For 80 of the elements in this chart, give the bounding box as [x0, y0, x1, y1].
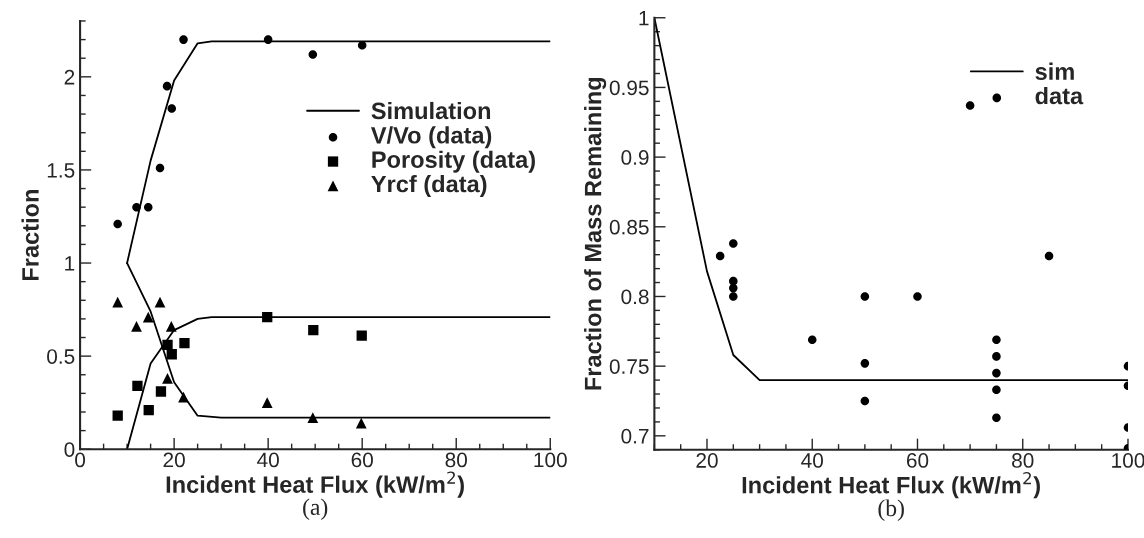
- y-tick-label: 1.5: [47, 163, 75, 178]
- x-tick-label: 80: [445, 452, 467, 468]
- point: [143, 202, 153, 212]
- y-axis-title: Fraction of Mass Remaining: [584, 77, 607, 390]
- point: [155, 163, 165, 173]
- x-axis-title: Incident Heat Flux (kW/m$^{2}$): [742, 471, 1040, 499]
- point: [112, 296, 124, 308]
- y-tick-label: 0.5: [47, 349, 75, 364]
- point: [261, 397, 273, 409]
- y-tick-label: 0.85: [609, 219, 649, 235]
- y-tick-label: 0.75: [609, 359, 649, 374]
- point: [154, 296, 166, 308]
- point: [992, 335, 1001, 344]
- point: [308, 50, 318, 59]
- point: [992, 352, 1001, 361]
- point: [729, 292, 738, 301]
- legend-label: data: [1035, 86, 1084, 105]
- point: [179, 35, 188, 44]
- legend-label: Yrcf (data): [371, 175, 487, 198]
- point: [162, 339, 173, 351]
- point: [992, 413, 1001, 422]
- legend-label: sim: [1035, 62, 1074, 80]
- x-tick-label: 40: [257, 452, 279, 468]
- point: [729, 283, 738, 293]
- point: [162, 81, 172, 91]
- point: [308, 324, 319, 336]
- y-tick-label: 0.7: [621, 428, 649, 444]
- y-tick-label: 1: [639, 10, 649, 26]
- text: (a): [303, 498, 328, 520]
- point: [355, 417, 367, 429]
- y-tick-label: 0.8: [621, 289, 649, 305]
- legend-label: V/Vo (data): [370, 126, 492, 149]
- point: [729, 276, 738, 286]
- point: [992, 368, 1001, 378]
- point: [166, 349, 177, 360]
- point: [860, 359, 870, 368]
- point: [860, 396, 870, 406]
- point: [132, 380, 143, 392]
- point: [179, 337, 190, 349]
- point: [860, 292, 870, 301]
- point: [715, 251, 725, 261]
- point: [729, 239, 738, 248]
- x-tick-label: 20: [696, 453, 718, 468]
- point: [262, 311, 273, 323]
- y-tick-label: 0: [64, 442, 75, 457]
- y-tick-label: 2: [64, 69, 75, 85]
- x-tick-label: 100: [534, 452, 567, 468]
- point: [113, 219, 122, 229]
- x-tick-label: 0: [75, 452, 86, 468]
- point: [112, 410, 123, 421]
- y-tick-label: 1: [65, 256, 75, 271]
- point: [1044, 251, 1054, 261]
- x-axis-title: Incident Heat Flux (kW/m$^{2}$): [166, 471, 464, 498]
- point: [356, 330, 367, 341]
- legend-label: Simulation: [371, 101, 491, 120]
- y-axis-title: Fraction: [21, 189, 39, 281]
- point: [132, 202, 141, 212]
- point: [162, 373, 173, 384]
- point: [913, 292, 922, 301]
- legend-label: Porosity (data): [372, 150, 535, 173]
- text: (b): [878, 499, 904, 521]
- x-tick-label: 80: [1012, 453, 1034, 468]
- point: [131, 320, 142, 332]
- x-tick-label: 100: [1112, 453, 1144, 468]
- y-tick-label: 0.9: [621, 150, 649, 165]
- point: [807, 335, 817, 344]
- point: [143, 404, 154, 416]
- point: [965, 101, 975, 110]
- point: [167, 104, 177, 113]
- y-tick-label: 0.95: [609, 80, 649, 96]
- x-tick-label: 40: [801, 453, 824, 468]
- x-tick-label: 60: [351, 452, 373, 468]
- point: [165, 320, 177, 332]
- x-tick-label: 60: [906, 453, 929, 468]
- point: [155, 386, 167, 397]
- point: [263, 35, 273, 44]
- x-tick-label: 20: [163, 452, 185, 468]
- point: [307, 412, 319, 423]
- point: [992, 385, 1001, 395]
- point: [142, 311, 154, 323]
